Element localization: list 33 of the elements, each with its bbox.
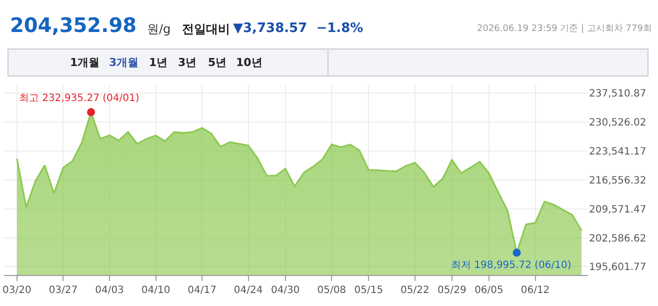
text: 5년 xyxy=(208,56,227,69)
text: 1개월 xyxy=(70,56,100,69)
x-tick-label: 04/03 xyxy=(95,285,124,296)
x-tick-label: 04/24 xyxy=(234,285,263,296)
x-tick-label: 05/15 xyxy=(354,285,384,296)
x-tick-label: 06/12 xyxy=(520,285,550,296)
x-tick-label: 05/22 xyxy=(400,285,430,296)
annotation: 최고 232,935.27 (04/01) xyxy=(19,93,140,104)
text: 전일대비 xyxy=(182,22,230,36)
annotation: 최저 198,995.72 (06/10) xyxy=(451,260,572,271)
text: 3개월 xyxy=(109,56,139,69)
x-tick-label: 05/08 xyxy=(317,285,346,296)
x-tick-label: 03/20 xyxy=(2,285,32,296)
y-tick-label: 216,556.32 xyxy=(589,175,646,186)
x-tick-label: 03/27 xyxy=(48,285,78,296)
y-tick-label: 223,541.17 xyxy=(589,146,646,158)
x-tick-label: 06/05 xyxy=(474,285,504,296)
text: ▼3,738.57 −1.8% xyxy=(233,21,364,36)
text: 3년 xyxy=(178,56,197,69)
x-tick-label: 04/30 xyxy=(270,285,300,296)
x-tick-label: 04/17 xyxy=(188,285,216,296)
y-tick-label: 209,571.47 xyxy=(589,204,646,216)
text: 10년 xyxy=(236,56,262,69)
text: 2026.06.19 23:59 기준 | 고시회차 779회 xyxy=(477,24,652,34)
x-tick-label: 05/29 xyxy=(438,285,466,296)
chart-title: 204,352.98 xyxy=(10,13,137,37)
y-tick-label: 195,601.77 xyxy=(589,262,646,274)
y-tick-label: 202,586.62 xyxy=(589,233,646,244)
x-tick-label: 04/10 xyxy=(141,285,170,296)
text: 원/g xyxy=(147,22,171,36)
text: 1년 xyxy=(149,56,168,69)
y-tick-label: 230,526.02 xyxy=(589,118,646,129)
y-tick-label: 237,510.87 xyxy=(589,88,646,100)
